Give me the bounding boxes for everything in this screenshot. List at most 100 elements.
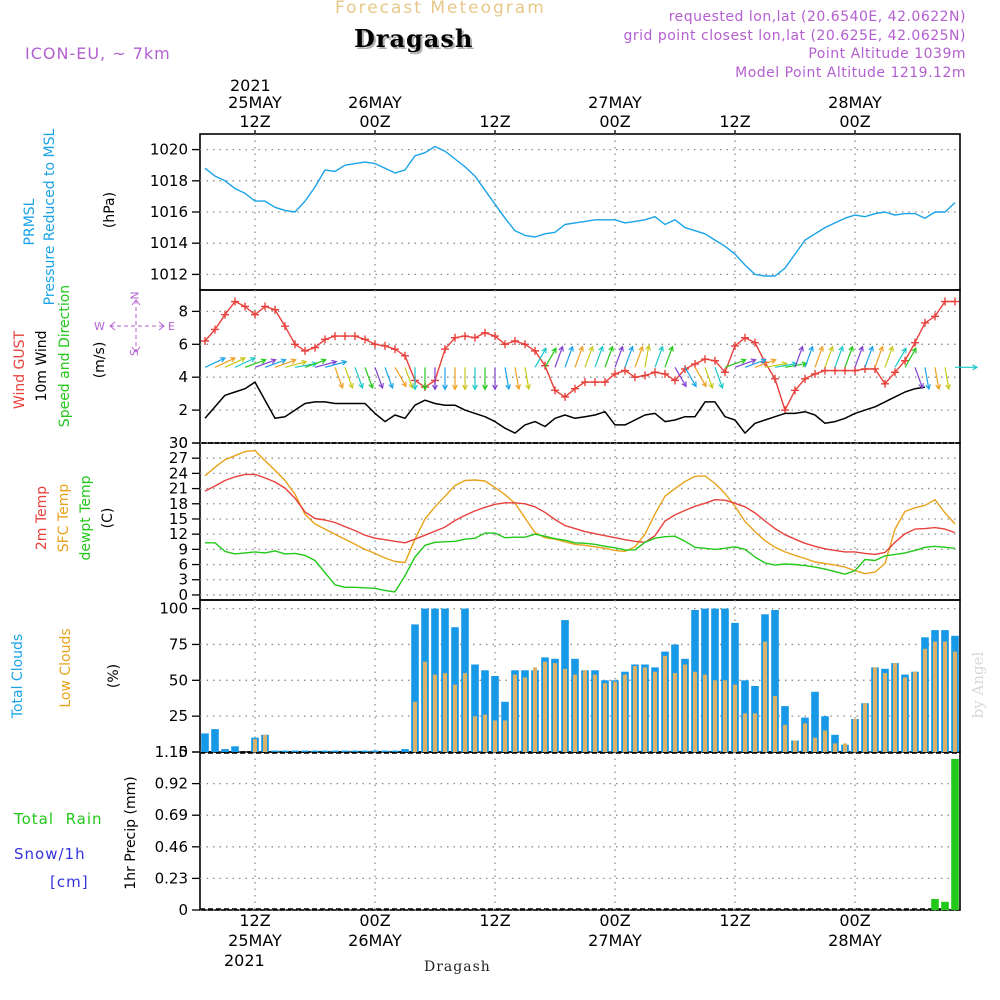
- y-tick-label: 2: [178, 401, 188, 419]
- wind-arrow: [854, 346, 864, 368]
- wind-arrow: [264, 359, 286, 368]
- y-tick-label: 3: [178, 571, 188, 589]
- year-top: 2021: [230, 76, 271, 95]
- gust-marker: [631, 373, 639, 382]
- wind-arrowhead: [301, 359, 308, 366]
- time-label-top-day: 26MAY: [348, 93, 402, 112]
- wind-arrowhead: [645, 344, 651, 351]
- low-cloud-bar: [643, 667, 647, 752]
- panel-frame: [199, 599, 961, 753]
- low-cloud-bar: [563, 668, 567, 752]
- wind-arrow: [884, 346, 894, 368]
- gust-marker: [741, 333, 749, 342]
- gust-marker: [801, 374, 809, 383]
- wind-arrow: [914, 367, 924, 389]
- wind-arrowhead: [558, 345, 564, 352]
- rain-bar: [951, 758, 959, 910]
- time-label-bottom-hour: 12Z: [479, 911, 510, 930]
- gust-marker: [201, 337, 209, 345]
- wind-arrow: [654, 346, 664, 368]
- wind-arrowhead: [760, 358, 767, 364]
- total-cloud-bar: [301, 750, 309, 752]
- gust-marker: [451, 333, 459, 342]
- y-tick-label: 1014: [150, 234, 188, 252]
- low-cloud-bar: [483, 714, 487, 752]
- low-cloud-bar: [443, 673, 447, 752]
- total-cloud-bar: [811, 691, 819, 752]
- gust-marker: [521, 340, 529, 349]
- wind-arrowhead: [888, 345, 894, 352]
- total-cloud-bar: [361, 750, 369, 752]
- wind-arrow: [644, 345, 650, 368]
- wind-arrowhead: [452, 384, 458, 391]
- gust-marker: [951, 297, 959, 306]
- gust-marker: [591, 378, 599, 387]
- gust-marker: [721, 368, 729, 377]
- wind-arrowhead: [588, 345, 594, 352]
- wind-arrow: [354, 367, 364, 389]
- total-cloud-bar: [371, 750, 379, 752]
- t2m-line: [204, 473, 956, 556]
- gust-marker: [851, 366, 859, 375]
- low-cloud-bar: [583, 670, 587, 752]
- model-name: ICON-EU, ~ 7km: [25, 44, 171, 63]
- wind-arrowhead: [568, 345, 574, 352]
- wind-arrow: [684, 367, 697, 387]
- gust-marker: [651, 368, 659, 377]
- wind-arrowhead: [260, 358, 267, 364]
- total-cloud-bar: [291, 750, 299, 752]
- wind-arrowhead: [378, 382, 384, 390]
- wind-arrowhead: [911, 347, 917, 354]
- wind-arrowhead: [608, 345, 614, 352]
- low-cloud-bar: [943, 641, 947, 752]
- gust-marker: [841, 366, 849, 375]
- model-altitude: Model Point Altitude 1219.12m: [735, 65, 966, 81]
- snow-unit: [cm]: [50, 873, 89, 891]
- low-cloud-bar: [413, 701, 417, 752]
- low-cloud-bar: [593, 674, 597, 752]
- low-cloud-bar: [603, 683, 607, 752]
- gust-marker: [891, 368, 899, 377]
- total-cloud-bar: [331, 750, 339, 752]
- wind-arrow: [234, 357, 256, 368]
- wind-arrow: [604, 346, 614, 368]
- wind-arrowhead: [219, 357, 227, 363]
- location-title: Dragash: [354, 24, 474, 53]
- low-cloud-bar: [663, 655, 667, 752]
- gust-marker: [481, 328, 489, 337]
- gust-marker: [231, 297, 239, 306]
- wind-arrow: [924, 367, 930, 390]
- wind-arrow: [864, 346, 874, 368]
- low-cloud-bar: [513, 674, 517, 752]
- wind-arrowhead: [598, 345, 604, 352]
- wind-arrowhead: [925, 384, 931, 391]
- wind-arrowhead: [239, 357, 247, 363]
- wind-arrow: [224, 357, 246, 368]
- wind-arrow: [624, 346, 634, 368]
- time-label-bottom-day: 27MAY: [588, 931, 642, 950]
- wind-arrow: [404, 367, 414, 389]
- wind-arrow: [394, 367, 407, 387]
- wind-arrowhead: [935, 384, 941, 391]
- wind-arrowhead: [551, 347, 557, 354]
- sfc-temp-line: [204, 449, 956, 575]
- low-cloud-bar: [953, 651, 957, 752]
- wind-arrowhead: [972, 364, 979, 371]
- gust-marker: [341, 332, 349, 341]
- wind-arrow: [714, 367, 724, 389]
- wind-arrowhead: [505, 384, 511, 391]
- wind-arrow: [324, 361, 347, 368]
- wind-arrow: [344, 367, 354, 389]
- total-cloud-bar: [771, 610, 779, 752]
- wind-arrowhead: [618, 345, 624, 352]
- low-cloud-bar: [573, 674, 577, 752]
- wind-arrowhead: [515, 384, 521, 391]
- total-cloud-bar: [231, 746, 239, 752]
- total-cloud-bar: [321, 750, 329, 752]
- gust-marker: [711, 356, 719, 365]
- wind-arrowhead: [708, 382, 714, 390]
- low-cloud-bar: [773, 696, 777, 752]
- wind-arrow: [374, 367, 384, 389]
- wind-arrowhead: [740, 358, 747, 364]
